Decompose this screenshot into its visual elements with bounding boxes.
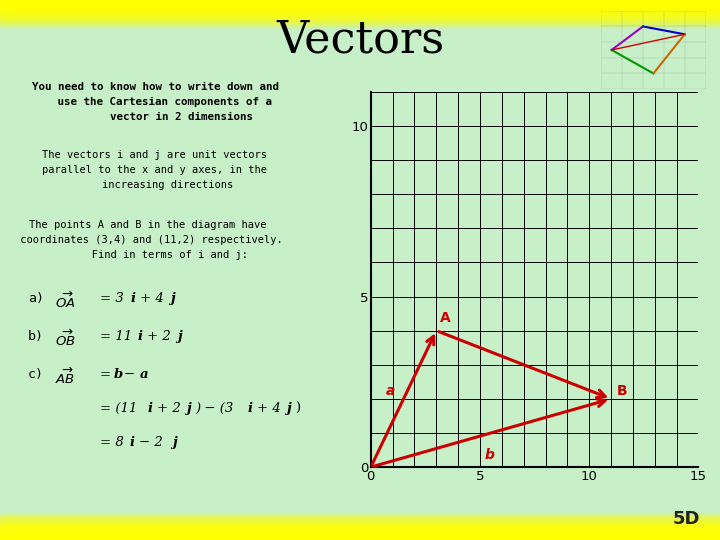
Text: = 8: = 8 bbox=[100, 436, 124, 449]
Text: You need to know how to write down and
   use the Cartesian components of a
    : You need to know how to write down and u… bbox=[32, 82, 279, 122]
Bar bbox=[0, 529, 720, 530]
Text: ) − (3: ) − (3 bbox=[195, 402, 233, 415]
Text: B: B bbox=[616, 384, 627, 399]
Text: + 2: + 2 bbox=[157, 402, 181, 415]
Bar bbox=[0, 13, 720, 14]
Text: i: i bbox=[148, 402, 153, 415]
Bar bbox=[0, 19, 720, 20]
Bar bbox=[0, 518, 720, 519]
Bar bbox=[0, 526, 720, 527]
Bar bbox=[0, 4, 720, 5]
Bar bbox=[0, 18, 720, 19]
Bar bbox=[0, 539, 720, 540]
Bar bbox=[0, 25, 720, 26]
Bar bbox=[0, 523, 720, 524]
Bar bbox=[0, 527, 720, 528]
Bar bbox=[0, 538, 720, 539]
Text: − 2: − 2 bbox=[139, 436, 163, 449]
Bar bbox=[0, 517, 720, 518]
Text: b: b bbox=[485, 448, 494, 462]
Bar bbox=[0, 521, 720, 522]
Bar bbox=[0, 535, 720, 536]
Text: =: = bbox=[100, 368, 111, 381]
Text: + 2: + 2 bbox=[147, 330, 171, 343]
Bar bbox=[0, 10, 720, 11]
Text: A: A bbox=[440, 311, 450, 325]
Bar bbox=[0, 1, 720, 2]
Text: a: a bbox=[386, 384, 395, 399]
Bar bbox=[0, 9, 720, 10]
Bar bbox=[0, 2, 720, 3]
Bar bbox=[0, 3, 720, 4]
Text: $\overrightarrow{OA}$: $\overrightarrow{OA}$ bbox=[55, 291, 76, 311]
Text: + 4: + 4 bbox=[140, 292, 163, 305]
Text: j: j bbox=[186, 402, 191, 415]
Bar bbox=[0, 528, 720, 529]
Text: b: b bbox=[114, 368, 123, 381]
Text: $\overrightarrow{AB}$: $\overrightarrow{AB}$ bbox=[55, 367, 75, 387]
Bar bbox=[0, 5, 720, 6]
Bar bbox=[0, 22, 720, 23]
Bar bbox=[0, 15, 720, 16]
Text: j: j bbox=[170, 292, 175, 305]
Bar bbox=[0, 530, 720, 531]
Text: i: i bbox=[130, 436, 135, 449]
Bar bbox=[0, 532, 720, 533]
Text: j: j bbox=[286, 402, 291, 415]
Bar bbox=[0, 512, 720, 513]
Text: i: i bbox=[131, 292, 136, 305]
Bar bbox=[0, 525, 720, 526]
Bar bbox=[0, 524, 720, 525]
Text: ): ) bbox=[295, 402, 300, 415]
Bar bbox=[0, 16, 720, 17]
Bar bbox=[0, 26, 720, 27]
Text: The points A and B in the diagram have
 coordinates (3,4) and (11,2) respectivel: The points A and B in the diagram have c… bbox=[14, 220, 282, 260]
Text: Vectors: Vectors bbox=[276, 18, 444, 62]
Text: i: i bbox=[248, 402, 253, 415]
Text: = 3: = 3 bbox=[100, 292, 124, 305]
Bar bbox=[0, 8, 720, 9]
Text: a): a) bbox=[28, 292, 44, 305]
Text: + 4: + 4 bbox=[257, 402, 281, 415]
Bar bbox=[0, 520, 720, 521]
Bar bbox=[0, 23, 720, 24]
Text: The vectors i and j are unit vectors
parallel to the x and y axes, in the
    in: The vectors i and j are unit vectors par… bbox=[42, 150, 268, 190]
Bar bbox=[0, 17, 720, 18]
Text: −: − bbox=[124, 368, 135, 381]
Bar bbox=[0, 519, 720, 520]
Bar bbox=[0, 534, 720, 535]
Bar bbox=[0, 515, 720, 516]
Text: j: j bbox=[172, 436, 176, 449]
Bar bbox=[0, 537, 720, 538]
Bar bbox=[0, 7, 720, 8]
Bar bbox=[0, 12, 720, 13]
Text: j: j bbox=[177, 330, 181, 343]
Text: c): c) bbox=[28, 368, 44, 381]
Text: 5D: 5D bbox=[672, 510, 700, 528]
Bar bbox=[0, 14, 720, 15]
Bar bbox=[0, 522, 720, 523]
Text: = 11: = 11 bbox=[100, 330, 132, 343]
Text: b): b) bbox=[28, 330, 44, 343]
Bar bbox=[0, 24, 720, 25]
Bar bbox=[0, 0, 720, 1]
Bar bbox=[0, 21, 720, 22]
Bar bbox=[0, 11, 720, 12]
Bar bbox=[0, 533, 720, 534]
Bar bbox=[0, 514, 720, 515]
Text: = (11: = (11 bbox=[100, 402, 138, 415]
Bar bbox=[0, 6, 720, 7]
Bar bbox=[0, 531, 720, 532]
Bar bbox=[0, 27, 720, 28]
Bar bbox=[0, 516, 720, 517]
Bar bbox=[0, 536, 720, 537]
Text: i: i bbox=[138, 330, 143, 343]
Text: $\overrightarrow{OB}$: $\overrightarrow{OB}$ bbox=[55, 329, 76, 349]
Bar bbox=[0, 20, 720, 21]
Bar bbox=[0, 513, 720, 514]
Text: a: a bbox=[140, 368, 148, 381]
